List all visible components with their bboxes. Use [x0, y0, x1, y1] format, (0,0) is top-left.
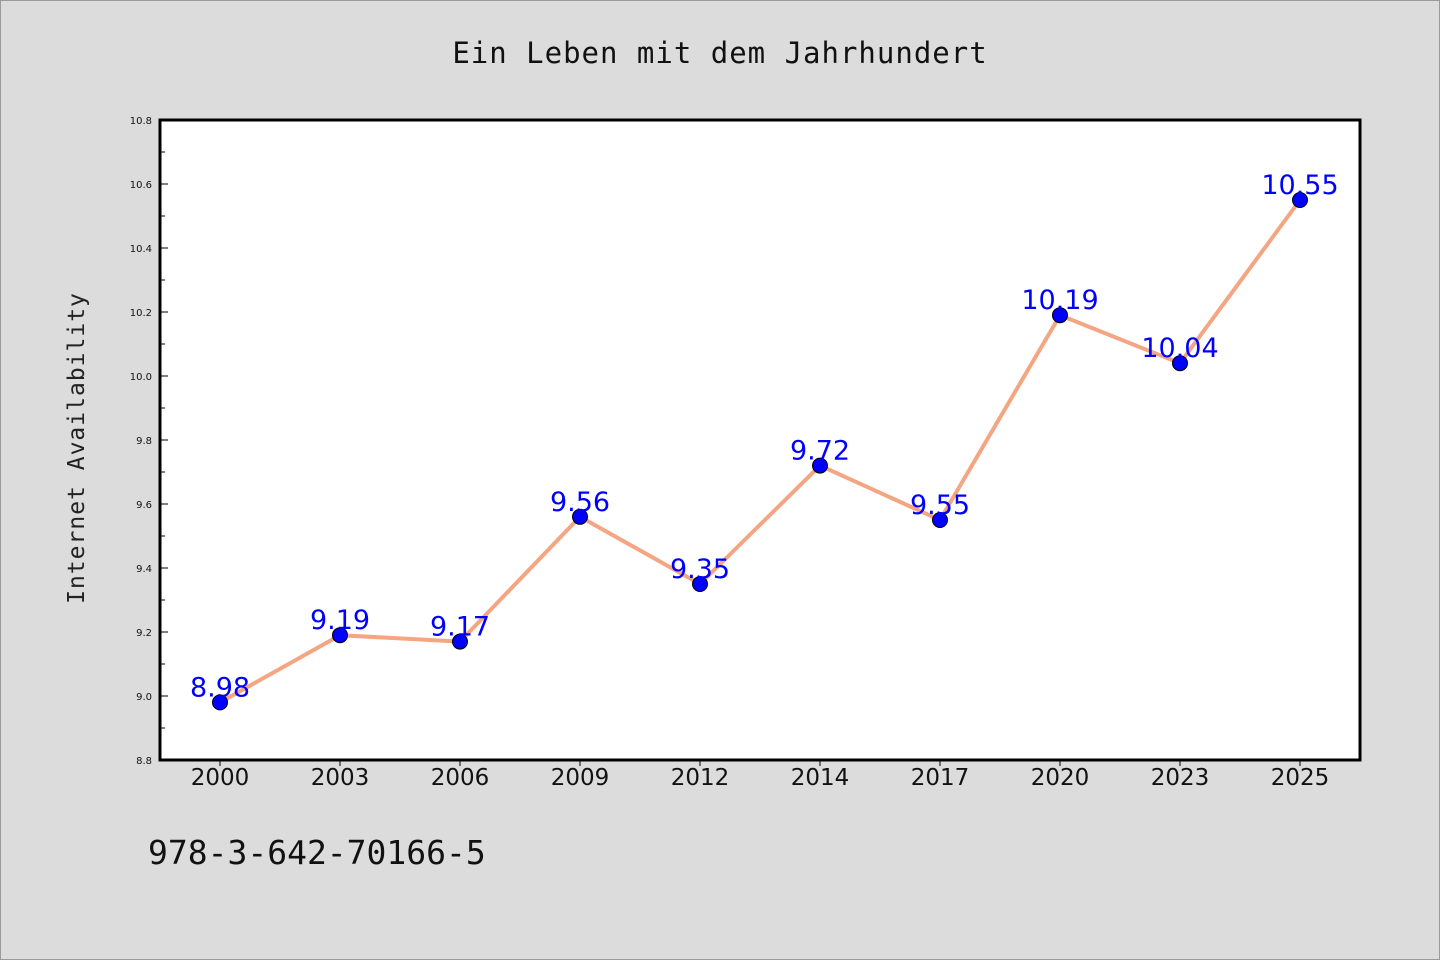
series-group: 8.98 9.19 9.17 9.56 9.35 9.72 9.55 10.19 10.04 10…: [190, 170, 1339, 711]
series-line: [218, 198, 1302, 705]
y-tick-label: 9.6: [136, 500, 152, 511]
x-axis: 2000 2003 2006 2009 2012 2014 2017 2020 2023 2025: [191, 760, 1330, 791]
data-point: [332, 627, 348, 644]
data-point: [812, 457, 828, 474]
y-axis: 8.8 9.0 9.2 9.4 9.6 9.8 10.0 10.2 10.4 10.6 10.8: [130, 116, 168, 767]
x-tick-label: 2009: [551, 765, 610, 791]
data-point: [692, 576, 708, 592]
y-tick-label: 9.4: [136, 564, 152, 575]
chart-title: Ein Leben mit dem Jahrhundert: [452, 36, 987, 70]
y-tick-label: 9.2: [136, 628, 152, 639]
data-label: 10.55: [1261, 170, 1338, 201]
x-tick-label: 2020: [1031, 765, 1090, 791]
data-point: [1172, 355, 1188, 372]
x-tick-label: 2017: [911, 765, 970, 791]
y-tick-label: 10.6: [130, 180, 152, 191]
data-label: 9.17: [430, 612, 490, 643]
data-point: [572, 508, 588, 525]
x-tick-label: 2006: [431, 765, 490, 791]
isbn-label: 978-3-642-70166-5: [148, 833, 486, 872]
y-tick-label: 9.8: [136, 436, 152, 447]
x-tick-label: 2014: [791, 765, 850, 791]
y-axis-label: Internet Availability: [64, 292, 90, 604]
x-tick-label: 2023: [1151, 765, 1210, 791]
y-tick-label: 10.2: [130, 308, 152, 319]
data-point: [452, 633, 468, 650]
y-tick-label: 10.4: [130, 244, 152, 255]
y-tick-label: 10.8: [130, 116, 152, 127]
data-label: 8.98: [190, 672, 250, 703]
plot-area: [158, 118, 1362, 762]
data-label: 9.56: [550, 487, 610, 518]
data-point: [1052, 307, 1068, 324]
x-tick-label: 2012: [671, 765, 730, 791]
data-point: [1292, 192, 1308, 208]
y-tick-label: 8.8: [136, 756, 152, 767]
data-label: 9.55: [910, 490, 970, 521]
x-tick-label: 2003: [311, 765, 370, 791]
x-tick-label: 2000: [191, 765, 250, 791]
data-label: 9.72: [790, 436, 850, 467]
y-tick-label: 10.0: [130, 372, 152, 383]
x-tick-label: 2025: [1271, 765, 1330, 791]
data-point: [212, 694, 228, 711]
data-label: 9.35: [670, 554, 730, 585]
y-tick-label: 9.0: [136, 692, 152, 703]
data-label: 10.04: [1141, 333, 1218, 364]
data-label: 10.19: [1021, 285, 1098, 316]
data-point: [932, 512, 948, 528]
data-label: 9.19: [310, 605, 370, 636]
